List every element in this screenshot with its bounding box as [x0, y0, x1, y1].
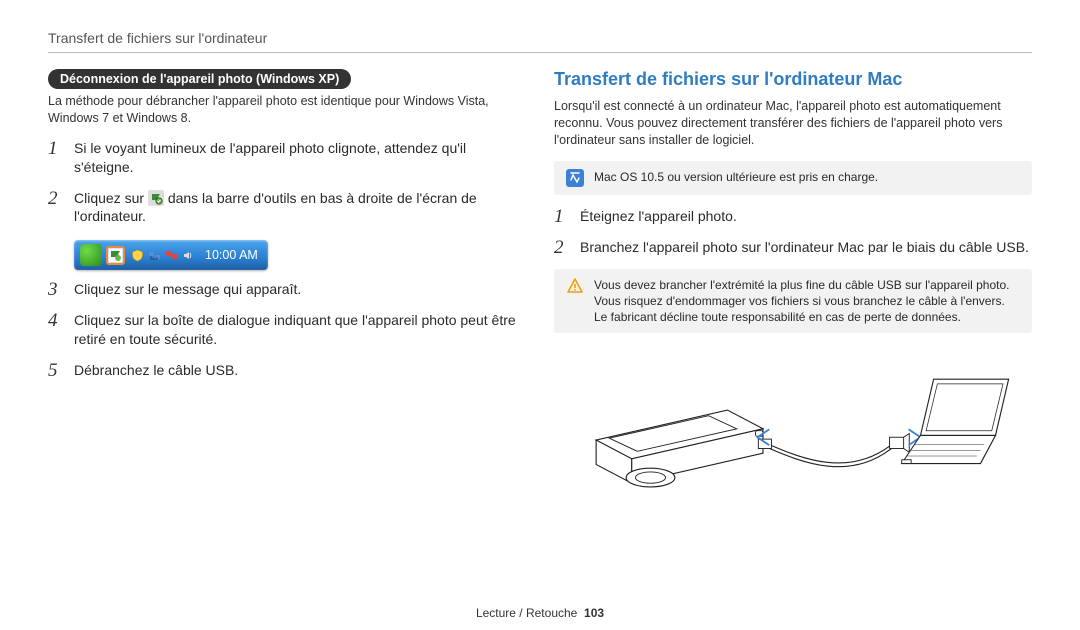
step-number: 3 [48, 280, 64, 299]
info-icon [566, 169, 584, 187]
step-text-pre: Cliquez sur [74, 190, 148, 206]
tray-clock: 10:00 AM [205, 248, 258, 262]
page-footer: Lecture / Retouche 103 [0, 606, 1080, 620]
step-5: 5 Débranchez le câble USB. [48, 361, 526, 380]
step-text: Éteignez l'appareil photo. [580, 207, 1032, 226]
left-column: Déconnexion de l'appareil photo (Windows… [48, 69, 526, 506]
section-pill-windows: Déconnexion de l'appareil photo (Windows… [48, 69, 351, 89]
safely-remove-highlighted-icon [106, 246, 125, 265]
shield-icon [131, 249, 144, 262]
step-number: 4 [48, 311, 64, 349]
connection-diagram [554, 351, 1032, 501]
step-number: 1 [48, 139, 64, 177]
monitor-pair-icon [165, 249, 178, 262]
laptop-illustration [902, 379, 1009, 463]
usb-cable-illustration [757, 430, 920, 467]
step-text: Cliquez sur le message qui apparaît. [74, 280, 526, 299]
step-text: Cliquez sur dans la barre d'outils en ba… [74, 189, 526, 227]
windows-intro-text: La méthode pour débrancher l'appareil ph… [48, 93, 526, 127]
page-header: Transfert de fichiers sur l'ordinateur [48, 30, 1032, 53]
step-3: 3 Cliquez sur le message qui apparaît. [48, 280, 526, 299]
mac-intro-text: Lorsqu'il est connecté à un ordinateur M… [554, 98, 1032, 149]
step-text: Si le voyant lumineux de l'appareil phot… [74, 139, 526, 177]
step-4: 4 Cliquez sur la boîte de dialogue indiq… [48, 311, 526, 349]
step-number: 5 [48, 361, 64, 380]
warning-callout: Vous devez brancher l'extrémité la plus … [554, 269, 1032, 334]
footer-section: Lecture / Retouche [476, 606, 577, 620]
mac-step-2: 2 Branchez l'appareil photo sur l'ordina… [554, 238, 1032, 257]
warning-icon [566, 277, 584, 295]
mac-section-heading: Transfert de fichiers sur l'ordinateur M… [554, 69, 1032, 90]
start-button-icon [80, 244, 102, 266]
step-number: 2 [554, 238, 570, 257]
step-text: Débranchez le câble USB. [74, 361, 526, 380]
step-number: 2 [48, 189, 64, 227]
camera-illustration [596, 410, 763, 487]
volume-icon [182, 249, 195, 262]
step-number: 1 [554, 207, 570, 226]
warning-text: Vous devez brancher l'extrémité la plus … [594, 277, 1020, 326]
step-1: 1 Si le voyant lumineux de l'appareil ph… [48, 139, 526, 177]
mac-step-1: 1 Éteignez l'appareil photo. [554, 207, 1032, 226]
safely-remove-icon [148, 190, 164, 206]
step-2: 2 Cliquez sur dans la barre d'outils en … [48, 189, 526, 227]
windows-system-tray: 10:00 AM [74, 240, 268, 270]
step-text: Branchez l'appareil photo sur l'ordinate… [580, 238, 1032, 257]
network-icon [148, 249, 161, 262]
footer-page-number: 103 [584, 606, 604, 620]
info-text: Mac OS 10.5 ou version ultérieure est pr… [594, 169, 878, 185]
step-text: Cliquez sur la boîte de dialogue indiqua… [74, 311, 526, 349]
info-callout: Mac OS 10.5 ou version ultérieure est pr… [554, 161, 1032, 195]
right-column: Transfert de fichiers sur l'ordinateur M… [554, 69, 1032, 506]
